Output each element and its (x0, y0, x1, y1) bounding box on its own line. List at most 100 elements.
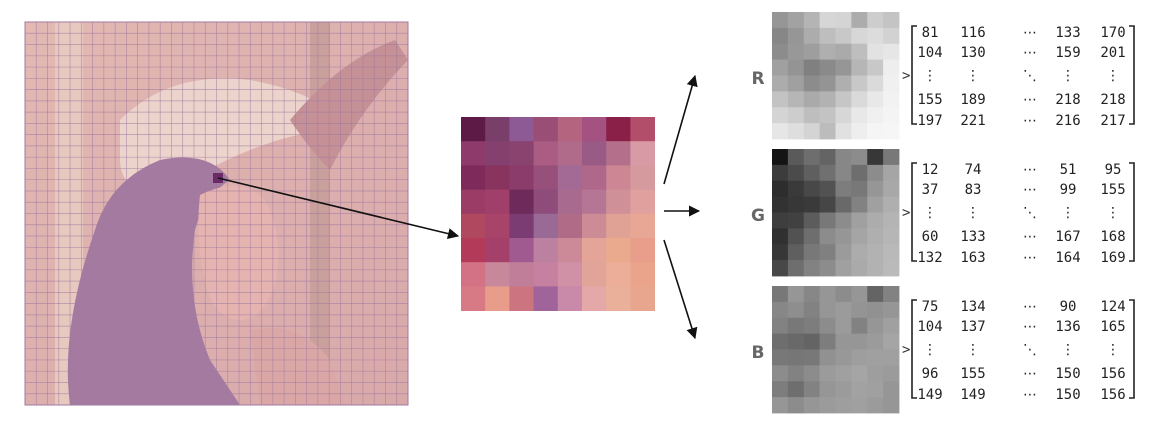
channel-thumb-cell (883, 244, 900, 261)
channel-thumb-cell (787, 27, 805, 45)
patch-cell (509, 238, 534, 263)
channel-thumb-cell (867, 107, 884, 124)
channel-thumb-cell (772, 244, 789, 261)
channel-thumb-cell (772, 59, 789, 76)
channel-thumb-cell (787, 333, 805, 350)
channel-thumb-cell (883, 27, 900, 45)
channel-thumb-cell (772, 365, 789, 382)
matrix-cell: 149 (917, 387, 942, 403)
channel-thumb-cell (787, 196, 805, 213)
zoom-patch (461, 117, 655, 311)
channel-thumb-cell (883, 349, 900, 366)
channel-thumb-cell (883, 75, 900, 92)
matrix-cell: 221 (960, 113, 985, 129)
matrix-cell: 132 (917, 250, 942, 266)
patch-cell (461, 141, 486, 166)
channel-thumb-cell (835, 12, 852, 29)
matrix-cell: 136 (1055, 319, 1080, 335)
channel-thumb-cell (787, 301, 805, 319)
channel-thumb-cell (819, 244, 836, 261)
patch-cell (509, 213, 534, 239)
matrix-cell: 149 (960, 387, 985, 403)
channel-thumb-cell (835, 286, 852, 303)
matrix-cell: 156 (1100, 366, 1125, 382)
patch-cell (485, 286, 510, 311)
patch-cell (533, 165, 559, 190)
matrix-cell: 99 (1060, 182, 1077, 198)
matrix-cell: ⋮ (923, 205, 937, 221)
channel-thumb-cell (772, 349, 789, 366)
matrix-cell: 60 (922, 229, 939, 245)
patch-cell (509, 141, 534, 166)
channel-thumb-cell (787, 12, 805, 29)
matrix-left-bracket (911, 162, 917, 262)
patch-cell (557, 141, 583, 166)
patch-cell (485, 262, 510, 287)
channel-thumb-cell (803, 164, 821, 182)
channel-thumb-cell (819, 27, 836, 45)
matrix-left-bracket (911, 25, 917, 125)
channel-thumb-cell (819, 43, 836, 61)
matrix-cell: 133 (960, 229, 985, 245)
matrix-cell: 165 (1100, 319, 1125, 335)
channel-thumb-cell (787, 349, 805, 366)
channel-thumb-cell (787, 286, 805, 303)
channel-thumb-cell (835, 260, 852, 277)
channel-thumb-cell (819, 149, 836, 166)
matrix-cell: 51 (1060, 162, 1077, 178)
channel-thumb-cell (867, 381, 884, 398)
channel-label: R (751, 69, 764, 89)
channel-thumb-cell (819, 91, 836, 108)
channel-thumb-cell (803, 365, 821, 382)
matrix-cell: 216 (1055, 113, 1080, 129)
patch-cell (557, 165, 583, 190)
patch-cell (630, 141, 655, 166)
matrix-cell: ⋯ (1023, 92, 1037, 108)
patch-cell (630, 238, 655, 263)
matrix-cell: ⋯ (1023, 366, 1037, 382)
channel-thumb-cell (772, 43, 789, 61)
patch-cell (533, 238, 559, 263)
matrix-cell: 155 (917, 92, 942, 108)
matrix-cell: 134 (960, 299, 985, 315)
patch-cell (630, 213, 655, 239)
channel-thumb-cell (819, 228, 836, 245)
channel-thumb-cell (851, 196, 868, 213)
channel-thumb-cell (819, 301, 836, 319)
channel-thumb-cell (803, 196, 821, 213)
channel-thumb-cell (803, 212, 821, 229)
matrix-cell: ⋱ (1023, 205, 1037, 221)
channel-thumb-cell (851, 43, 868, 61)
patch-cell (606, 286, 631, 311)
patch-cell (533, 117, 559, 142)
channel-thumb-cell (787, 149, 805, 166)
channel-thumb-cell (819, 180, 836, 198)
channel-thumb-cell (883, 228, 900, 245)
matrix-cell: ⋮ (923, 342, 937, 358)
patch-cell (606, 189, 631, 215)
patch-cell (630, 165, 655, 190)
channel-thumb-cell (787, 164, 805, 182)
patch-cell (582, 262, 607, 287)
arrow-to-red-channel (663, 74, 698, 185)
channel-thumb-cell (772, 260, 789, 277)
channel-thumb-cell (835, 212, 852, 229)
matrix-cell: 167 (1055, 229, 1080, 245)
channel-thumb-cell (819, 164, 836, 182)
channel-thumb-cell (772, 149, 789, 166)
matrix-cell: ⋯ (1023, 25, 1037, 41)
channel-r-panel: R >81 116 ⋯ 133 170 104 130 ⋯ 159 201 ⋮ ⋮ ⋱ ⋮ ⋮ 155 189 ⋯ 2… (751, 12, 1135, 140)
channel-thumb-cell (867, 365, 884, 382)
channel-thumb-cell (772, 228, 789, 245)
channel-thumb-cell (772, 27, 789, 45)
patch-cell (557, 262, 583, 287)
channel-thumb-cell (787, 180, 805, 198)
patch-cell (630, 189, 655, 215)
patch-cell (606, 165, 631, 190)
matrix-right-bracket (1129, 25, 1135, 125)
channel-panels: R >81 116 ⋯ 133 170 104 130 ⋯ 159 201 ⋮ ⋮ ⋱ ⋮ ⋮ 155 189 ⋯ 2… (751, 12, 1135, 414)
channel-thumb-cell (835, 27, 852, 45)
patch-cell (533, 141, 559, 166)
channel-thumb-cell (851, 59, 868, 76)
patch-cell (461, 238, 486, 263)
